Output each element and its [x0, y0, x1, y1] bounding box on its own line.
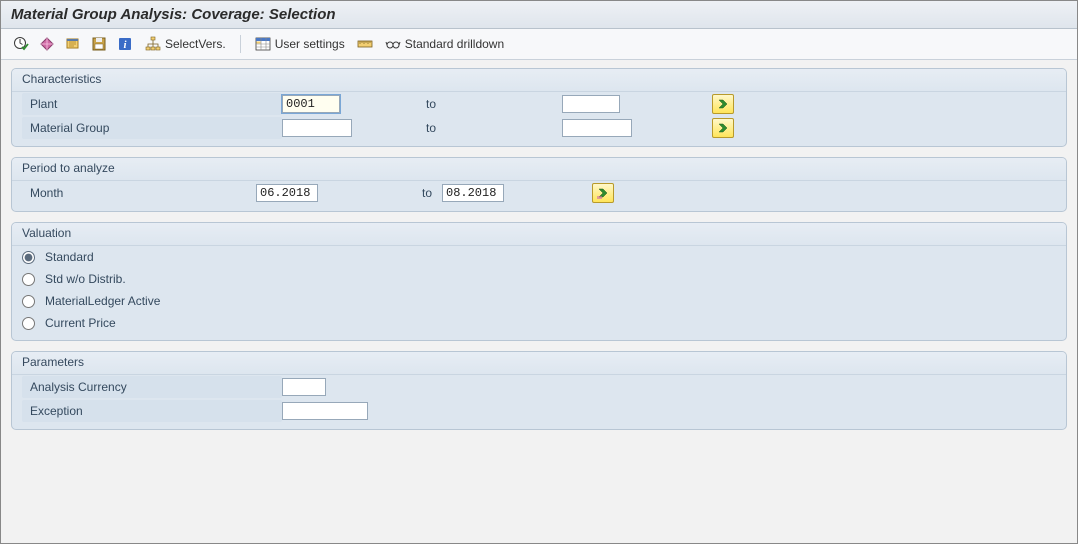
- select-version-label: SelectVers.: [165, 37, 226, 51]
- material-group-row: Material Group to: [12, 116, 1066, 140]
- content-area: Characteristics Plant to Material Group …: [1, 60, 1077, 450]
- valuation-current-price-row[interactable]: Current Price: [12, 312, 1066, 334]
- characteristics-group: Characteristics Plant to Material Group …: [11, 68, 1067, 147]
- material-group-multiple-selection-button[interactable]: [712, 118, 734, 138]
- valuation-material-ledger-label[interactable]: MaterialLedger Active: [45, 294, 160, 308]
- save-icon: [91, 36, 107, 52]
- valuation-material-ledger-row[interactable]: MaterialLedger Active: [12, 290, 1066, 312]
- hierarchy-icon: [145, 36, 161, 52]
- month-row: Month to: [12, 181, 1066, 205]
- folder-open-icon: [65, 36, 81, 52]
- plant-from-input[interactable]: [282, 95, 340, 113]
- month-label: Month: [22, 182, 256, 204]
- exception-label: Exception: [22, 400, 282, 422]
- valuation-title: Valuation: [12, 223, 1066, 246]
- valuation-std-wo-distrib-label[interactable]: Std w/o Distrib.: [45, 272, 126, 286]
- arrow-right-icon: [597, 187, 609, 199]
- material-group-from-input[interactable]: [282, 119, 352, 137]
- valuation-std-wo-distrib-row[interactable]: Std w/o Distrib.: [12, 268, 1066, 290]
- standard-drilldown-label: Standard drilldown: [405, 37, 504, 51]
- material-group-label: Material Group: [22, 117, 282, 139]
- material-group-to-input[interactable]: [562, 119, 632, 137]
- glasses-icon: [385, 36, 401, 52]
- parameters-title: Parameters: [12, 352, 1066, 375]
- arrow-right-icon: [717, 122, 729, 134]
- valuation-material-ledger-radio[interactable]: [22, 295, 35, 308]
- plant-to-label: to: [422, 97, 562, 111]
- plant-multiple-selection-button[interactable]: [712, 94, 734, 114]
- valuation-current-price-label[interactable]: Current Price: [45, 316, 116, 330]
- characteristics-title: Characteristics: [12, 69, 1066, 92]
- valuation-standard-label[interactable]: Standard: [45, 250, 94, 264]
- user-settings-label: User settings: [275, 37, 345, 51]
- period-group: Period to analyze Month to: [11, 157, 1067, 212]
- plant-to-input[interactable]: [562, 95, 620, 113]
- month-to-input[interactable]: [442, 184, 504, 202]
- exception-input[interactable]: [282, 402, 368, 420]
- toolbar-separator: [240, 35, 241, 53]
- analysis-currency-input[interactable]: [282, 378, 326, 396]
- month-from-input[interactable]: [256, 184, 318, 202]
- parameters-group: Parameters Analysis Currency Exception: [11, 351, 1067, 430]
- save-variant-button[interactable]: [87, 33, 111, 55]
- standard-drilldown-button[interactable]: Standard drilldown: [379, 33, 510, 55]
- ruler-button[interactable]: [353, 33, 377, 55]
- user-settings-button[interactable]: User settings: [249, 33, 351, 55]
- page-title: Material Group Analysis: Coverage: Selec…: [11, 6, 336, 23]
- toolbar: i SelectVers. User settings Standard dri…: [1, 29, 1077, 60]
- table-icon: [255, 36, 271, 52]
- title-bar: Material Group Analysis: Coverage: Selec…: [1, 1, 1077, 29]
- valuation-standard-radio[interactable]: [22, 251, 35, 264]
- valuation-group: Valuation Standard Std w/o Distrib. Mate…: [11, 222, 1067, 341]
- period-title: Period to analyze: [12, 158, 1066, 181]
- clock-check-icon: [13, 36, 29, 52]
- execute-button[interactable]: [9, 33, 33, 55]
- month-multiple-selection-button[interactable]: [592, 183, 614, 203]
- arrow-right-icon: [717, 98, 729, 110]
- ruler-icon: [357, 36, 373, 52]
- month-to-label: to: [422, 186, 442, 200]
- valuation-current-price-radio[interactable]: [22, 317, 35, 330]
- material-group-to-label: to: [422, 121, 562, 135]
- plant-label: Plant: [22, 93, 282, 115]
- get-variant-button[interactable]: [61, 33, 85, 55]
- info-icon: i: [117, 36, 133, 52]
- valuation-std-wo-distrib-radio[interactable]: [22, 273, 35, 286]
- execute-print-button[interactable]: [35, 33, 59, 55]
- analysis-currency-row: Analysis Currency: [12, 375, 1066, 399]
- info-button[interactable]: i: [113, 33, 137, 55]
- exception-row: Exception: [12, 399, 1066, 423]
- plant-row: Plant to: [12, 92, 1066, 116]
- diamond-icon: [39, 36, 55, 52]
- select-version-button[interactable]: SelectVers.: [139, 33, 232, 55]
- valuation-standard-row[interactable]: Standard: [12, 246, 1066, 268]
- analysis-currency-label: Analysis Currency: [22, 376, 282, 398]
